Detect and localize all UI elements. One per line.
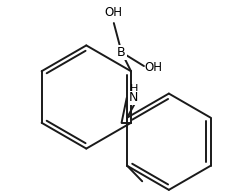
Text: OH: OH [145,61,163,74]
Text: N: N [129,91,138,104]
Text: OH: OH [104,6,122,19]
Text: H: H [130,84,138,94]
Text: B: B [117,46,126,59]
